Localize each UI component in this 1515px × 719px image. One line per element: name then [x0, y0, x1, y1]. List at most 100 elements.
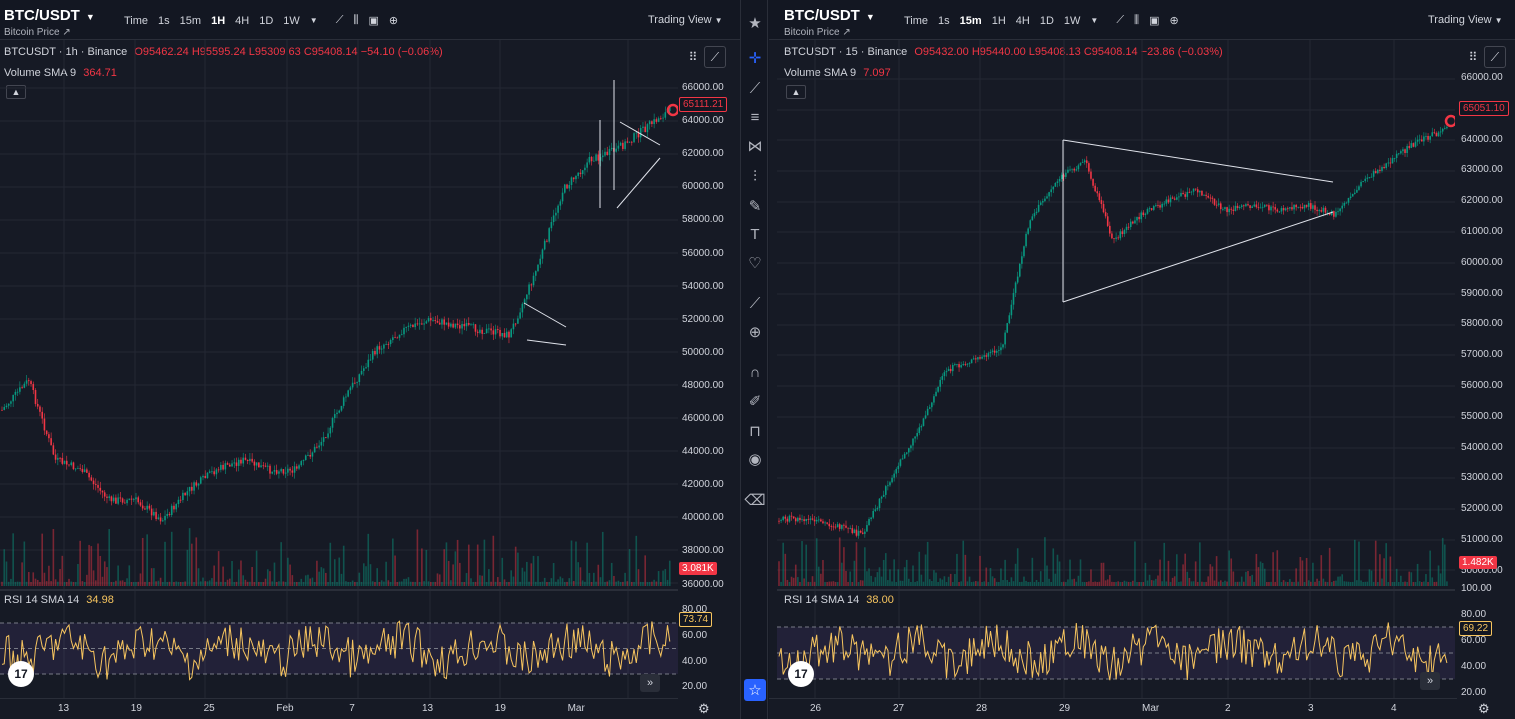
tf-15m[interactable]: 15m [179, 14, 202, 27]
right-settings-gear-icon[interactable]: ⚙ [1478, 701, 1490, 716]
trendline-icon[interactable]: ⟋ [749, 79, 761, 97]
right-chart-pane[interactable]: BTC/USDT ▼ Bitcoin Price ↗ Time 1s 15m 1H… [769, 0, 1515, 719]
candle-body [595, 154, 597, 161]
indicators-icon[interactable]: ⟋ [335, 14, 344, 26]
candle-body [494, 329, 497, 335]
lock-drawing-icon[interactable]: ✐ [748, 393, 762, 410]
volume-bar [1042, 582, 1044, 586]
volume-bar [887, 580, 889, 586]
chevron-down-icon[interactable]: ▼ [309, 16, 318, 25]
tf-1w[interactable]: 1W [1063, 14, 1081, 27]
right-chart-canvas[interactable] [777, 40, 1455, 698]
camera-icon[interactable]: ▣ [1149, 15, 1160, 27]
candle-body [1217, 203, 1220, 206]
left-time-axis[interactable]: 13 19 25 Feb 7 13 19 Mar [0, 698, 678, 719]
tradingview-logo[interactable]: 17 [788, 661, 814, 687]
candle-body [1427, 136, 1429, 140]
left-price-axis[interactable]: 66000.00 64000.00 62000.00 60000.00 58000.00… [680, 40, 740, 590]
indicators-icon[interactable]: ⟋ [1116, 14, 1125, 26]
volume-bar [916, 581, 918, 586]
heart-icon[interactable]: ♡ [748, 255, 762, 272]
left-drag-handle-icon[interactable]: ⠿ [688, 50, 698, 64]
candle-body [657, 118, 660, 122]
fib-icon[interactable]: ≡ [750, 108, 760, 126]
right-trend-tool-icon[interactable]: ⟋ [1484, 46, 1506, 68]
volume-bar [637, 569, 640, 586]
right-trading-view-menu[interactable]: Trading View ▼ [1428, 14, 1503, 26]
pattern-icon[interactable]: ⋈ [747, 138, 763, 155]
volume-bar [246, 581, 249, 586]
tf-1d[interactable]: 1D [259, 14, 274, 27]
volume-bar [438, 574, 441, 586]
lock-icon[interactable]: ⊓ [749, 423, 761, 440]
volume-bar [1372, 581, 1375, 586]
right-symbol-selector[interactable]: BTC/USDT ▼ [784, 7, 875, 24]
volume-bar [12, 533, 14, 586]
candle-body [443, 319, 445, 325]
left-trading-view-menu[interactable]: Trading View ▼ [648, 14, 723, 26]
candle-body [648, 121, 651, 125]
tf-time[interactable]: Time [124, 14, 149, 27]
volume-bar [926, 541, 929, 586]
right-rsi-axis[interactable]: 100.00 80.00 60.00 40.00 20.00 [1459, 583, 1515, 698]
ruler-icon[interactable]: ⟋ [749, 294, 761, 312]
candle-body [141, 505, 144, 509]
tradingview-logo[interactable]: 17 [8, 661, 34, 687]
volume-bar [570, 540, 573, 586]
tf-15m[interactable]: 15m [959, 14, 982, 27]
tf-time[interactable]: Time [904, 14, 929, 27]
projection-icon[interactable]: ⫶ [753, 167, 757, 185]
magnet-icon[interactable]: ∩ [749, 363, 761, 381]
chevron-down-icon[interactable]: ▼ [1090, 16, 1099, 25]
volume-bar [608, 580, 611, 586]
volume-bar [1326, 581, 1329, 586]
right-price-axis[interactable]: 66000.0065000.0064000.0063000.0062000.00… [1459, 40, 1515, 590]
right-rsi-tick: 100.00 [1461, 583, 1492, 594]
volume-bar [1437, 565, 1440, 586]
left-rsi-axis[interactable]: 80.00 60.00 40.00 20.00 [680, 590, 740, 698]
tf-1w[interactable]: 1W [283, 14, 300, 27]
candles-icon[interactable]: ⫼ [353, 14, 359, 26]
candle-body [79, 468, 81, 470]
candle-body [1100, 200, 1103, 205]
plus-circle-icon[interactable]: ⊕ [1169, 15, 1179, 27]
tf-1h[interactable]: 1H [991, 14, 1006, 27]
left-collapse-button[interactable]: ▲ [6, 85, 26, 99]
zoom-icon[interactable]: ⊕ [748, 324, 762, 341]
tf-1d[interactable]: 1D [1039, 14, 1054, 27]
candle-body [876, 508, 879, 510]
tf-4h[interactable]: 4H [1015, 14, 1030, 27]
right-collapse-button[interactable]: ▲ [786, 85, 806, 99]
tf-1s[interactable]: 1s [938, 14, 950, 27]
candles-icon[interactable]: ⫼ [1134, 14, 1140, 26]
volume-bar [874, 577, 877, 586]
eye-icon[interactable]: ◉ [748, 451, 762, 468]
star-icon[interactable]: ★ [748, 15, 762, 32]
favorites-star-icon[interactable]: ☆ [744, 679, 766, 701]
volume-bar [52, 529, 55, 586]
text-icon[interactable]: T [750, 225, 760, 243]
right-scroll-to-realtime-button[interactable]: » [1420, 672, 1440, 690]
volume-bar [514, 546, 517, 586]
right-price-tick: 52000.00 [1461, 503, 1503, 515]
right-time-axis[interactable]: 26 27 28 29 Mar 2 3 4 [769, 698, 1457, 719]
crosshair-icon[interactable]: ✛ [748, 50, 762, 67]
candle-body [398, 334, 401, 338]
trash-icon[interactable]: ⌫ [744, 492, 766, 509]
right-drag-handle-icon[interactable]: ⠿ [1468, 50, 1478, 64]
tf-1s[interactable]: 1s [158, 14, 170, 27]
left-chart-pane[interactable]: BTC/USDT ▼ Bitcoin Price ↗ Time 1s 15m 1H… [0, 0, 740, 719]
tf-1h[interactable]: 1H [211, 14, 226, 27]
left-scroll-to-realtime-button[interactable]: » [640, 674, 660, 692]
left-trend-tool-icon[interactable]: ⟋ [704, 46, 726, 68]
candle-body [492, 330, 495, 335]
left-chart-canvas[interactable] [0, 40, 678, 698]
camera-icon[interactable]: ▣ [368, 15, 379, 27]
volume-bar [289, 564, 291, 586]
brush-icon[interactable]: ✎ [748, 198, 762, 215]
tf-4h[interactable]: 4H [235, 14, 250, 27]
plus-circle-icon[interactable]: ⊕ [388, 15, 399, 27]
volume-bar [1186, 571, 1189, 586]
left-settings-gear-icon[interactable]: ⚙ [698, 701, 710, 716]
left-symbol-selector[interactable]: BTC/USDT ▼ [4, 7, 95, 24]
